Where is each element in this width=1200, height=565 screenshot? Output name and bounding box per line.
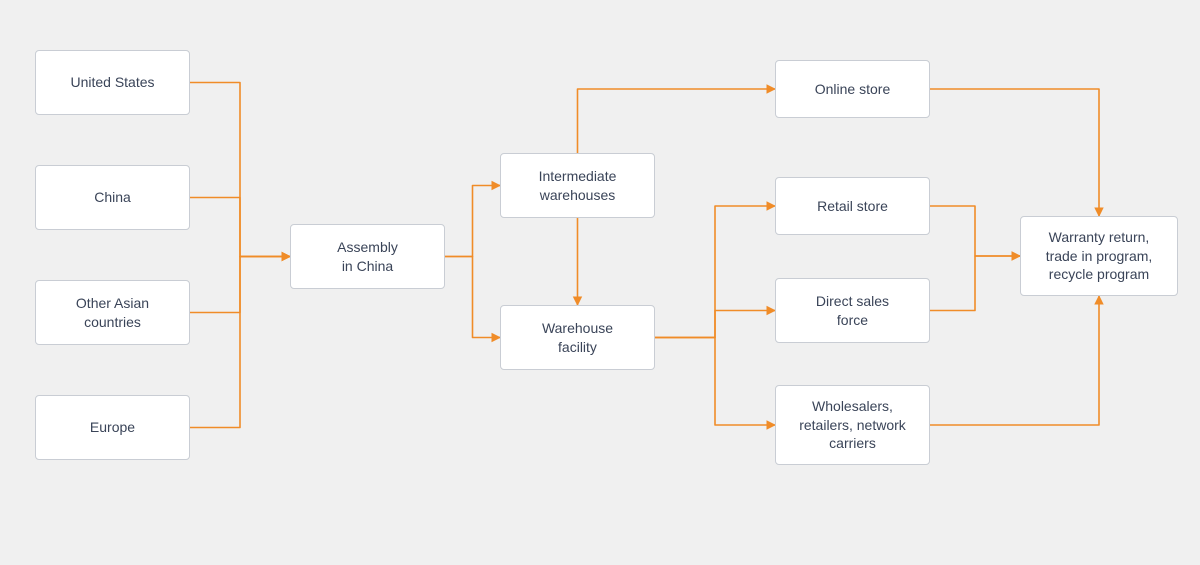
node-retail: Retail store — [775, 177, 930, 235]
node-whole: Wholesalers,retailers, networkcarriers — [775, 385, 930, 465]
edge-retail-warranty — [930, 206, 1020, 256]
node-asia: Other Asiancountries — [35, 280, 190, 345]
node-online: Online store — [775, 60, 930, 118]
node-label: Warehousefacility — [542, 319, 613, 357]
node-label: Direct salesforce — [816, 292, 889, 330]
node-label: Wholesalers,retailers, networkcarriers — [799, 397, 906, 454]
node-warranty: Warranty return,trade in program,recycle… — [1020, 216, 1178, 296]
edge-whfac-direct — [655, 311, 775, 338]
edge-china-assembly — [190, 198, 290, 257]
edge-europe-assembly — [190, 257, 290, 428]
node-label: Assemblyin China — [337, 238, 398, 276]
node-label: Retail store — [817, 197, 888, 216]
node-label: Europe — [90, 418, 135, 437]
node-label: Other Asiancountries — [76, 294, 149, 332]
flowchart-canvas: United States China Other Asiancountries Eu… — [0, 0, 1200, 565]
edge-whfac-retail — [655, 206, 775, 338]
edge-assembly-whfac — [445, 257, 500, 338]
node-us: United States — [35, 50, 190, 115]
node-label: China — [94, 188, 131, 207]
node-direct: Direct salesforce — [775, 278, 930, 343]
node-label: Warranty return,trade in program,recycle… — [1046, 228, 1153, 285]
edge-whfac-whole — [655, 338, 775, 426]
edge-interm-online — [578, 89, 776, 153]
node-label: Online store — [815, 80, 890, 99]
edge-asia-assembly — [190, 257, 290, 313]
node-label: United States — [70, 73, 154, 92]
edge-online-warranty — [930, 89, 1099, 216]
node-europe: Europe — [35, 395, 190, 460]
edge-assembly-interm — [445, 186, 500, 257]
edge-us-assembly — [190, 83, 290, 257]
node-interm: Intermediatewarehouses — [500, 153, 655, 218]
node-whfac: Warehousefacility — [500, 305, 655, 370]
node-assembly: Assemblyin China — [290, 224, 445, 289]
node-china: China — [35, 165, 190, 230]
edge-whole-warranty — [930, 296, 1099, 425]
node-label: Intermediatewarehouses — [539, 167, 617, 205]
edge-direct-warranty — [930, 256, 1020, 311]
